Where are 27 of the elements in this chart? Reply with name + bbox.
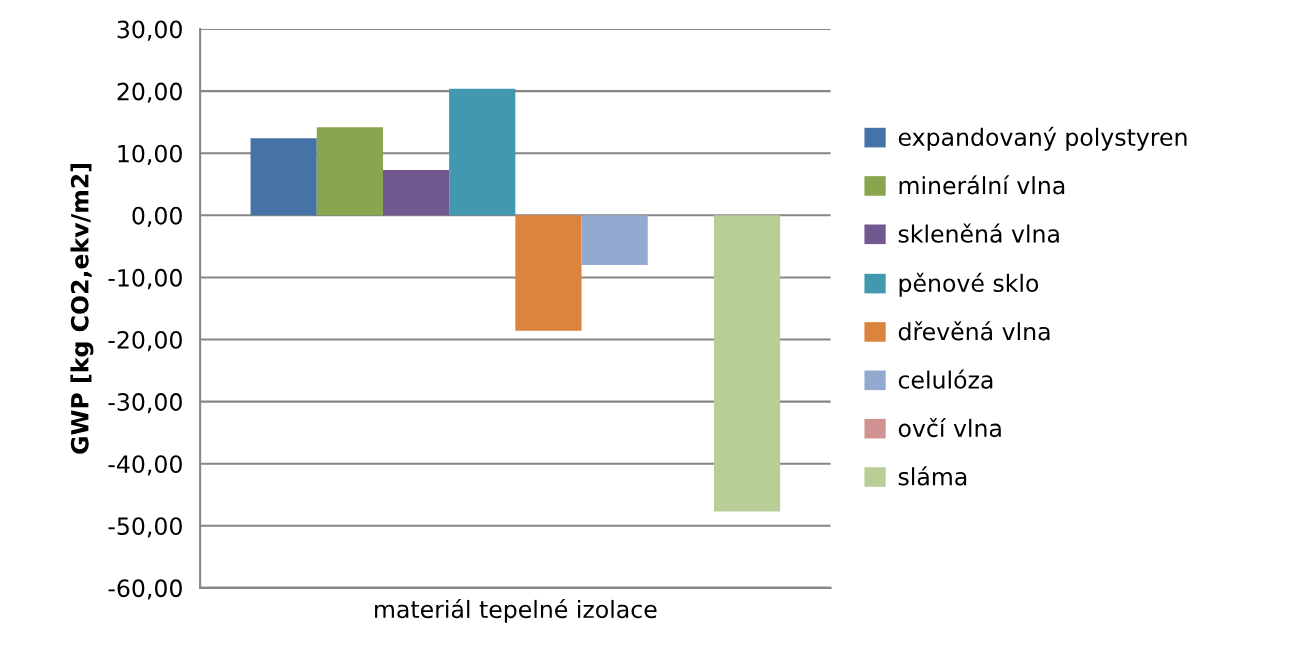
legend-label: dřevěná vlna — [898, 321, 1050, 341]
bar — [449, 88, 516, 216]
y-tick-label: -50,00 — [108, 517, 182, 538]
y-tick-label: 30,00 — [117, 20, 182, 41]
x-tick-label: materiál tepelné izolace — [375, 598, 657, 623]
y-axis-title: GWP [kg CO2,ekv/m2] — [70, 164, 94, 454]
bar — [250, 138, 317, 216]
y-tick-label: -60,00 — [108, 579, 182, 600]
legend-label: sláma — [898, 466, 967, 486]
bar — [382, 170, 450, 216]
y-tick-label: -10,00 — [108, 268, 182, 290]
legend-label: celulóza — [898, 369, 993, 389]
bar — [713, 215, 781, 512]
y-tick-label: -30,00 — [108, 393, 182, 414]
bar — [515, 215, 582, 331]
y-tick-label: 20,00 — [117, 82, 182, 103]
y-tick-label: -20,00 — [108, 330, 182, 352]
bar — [581, 215, 648, 265]
legend-label: expandovaný polystyren — [898, 126, 1187, 151]
y-tick-label: 0,00 — [132, 206, 182, 228]
legend-label: pěnové sklo — [899, 272, 1039, 297]
legend-label: ovčí vlna — [898, 417, 1001, 438]
bar — [316, 127, 383, 216]
legend-label: skleněná vlna — [898, 223, 1059, 243]
legend-label: minerální vlna — [899, 175, 1065, 195]
y-tick-label: 10,00 — [118, 144, 182, 165]
y-tick-label: -40,00 — [108, 455, 182, 476]
